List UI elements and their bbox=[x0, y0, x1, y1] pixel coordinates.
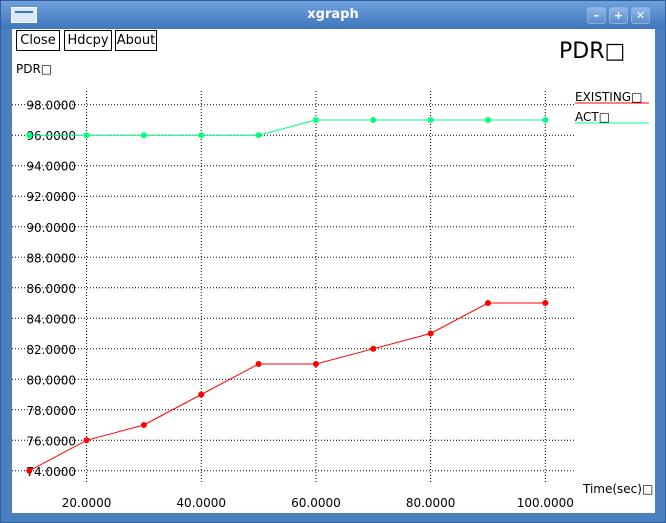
data-point bbox=[83, 132, 90, 139]
legend: EXISTING□ ACT□ bbox=[575, 90, 649, 124]
data-point bbox=[427, 116, 434, 123]
data-point bbox=[370, 345, 377, 352]
hdcpy-button[interactable]: Hdcpy bbox=[64, 30, 112, 51]
minimize-icon[interactable]: – bbox=[587, 7, 606, 24]
y-axis-label: PDR□ bbox=[16, 62, 52, 76]
data-point bbox=[484, 116, 491, 123]
data-point bbox=[370, 116, 377, 123]
series-lines bbox=[26, 116, 549, 474]
grid bbox=[12, 91, 574, 483]
data-point bbox=[26, 467, 33, 474]
graph-area: Close Hdcpy About PDR□ PDR□ Time(sec)□ 7… bbox=[12, 29, 655, 513]
legend-label: ACT□ bbox=[575, 110, 610, 124]
series-line bbox=[28, 302, 546, 472]
data-point bbox=[140, 132, 147, 139]
y-tick-label: 82.0000 bbox=[26, 343, 76, 357]
y-tick-label: 92.0000 bbox=[26, 190, 76, 204]
x-tick-label: 40.0000 bbox=[176, 496, 226, 510]
maximize-icon[interactable]: + bbox=[609, 7, 628, 24]
y-tick-label: 74.0000 bbox=[26, 465, 76, 479]
data-point bbox=[484, 300, 491, 307]
y-tick-labels: 74.0000 76.0000 78.0000 80.0000 82.0000 84.00… bbox=[26, 99, 76, 479]
y-tick-label: 88.0000 bbox=[26, 251, 76, 265]
legend-label: EXISTING□ bbox=[575, 90, 642, 104]
data-point bbox=[312, 116, 319, 123]
x-tick-label: 100.0000 bbox=[517, 496, 574, 510]
data-point bbox=[542, 300, 549, 307]
x-tick-labels: 20.0000 40.0000 60.0000 80.0000 100.0000 bbox=[62, 496, 574, 510]
data-point bbox=[255, 361, 262, 368]
data-point bbox=[198, 132, 205, 139]
window-title: xgraph bbox=[307, 7, 359, 22]
line-chart: PDR□ PDR□ Time(sec)□ 74.0000 76.0000 78.00… bbox=[12, 39, 653, 510]
y-tick-label: 78.0000 bbox=[26, 404, 76, 418]
x-axis-label: Time(sec)□ bbox=[582, 482, 653, 496]
data-point bbox=[542, 116, 549, 123]
y-tick-label: 76.0000 bbox=[26, 434, 76, 448]
about-button[interactable]: About bbox=[115, 30, 157, 51]
close-button[interactable]: Close bbox=[16, 30, 60, 51]
x-tick-label: 20.0000 bbox=[62, 496, 112, 510]
y-tick-label: 90.0000 bbox=[26, 221, 76, 235]
y-tick-label: 86.0000 bbox=[26, 282, 76, 296]
y-tick-label: 96.0000 bbox=[26, 129, 76, 143]
data-point bbox=[427, 330, 434, 337]
title-bar[interactable]: xgraph – + ✕ bbox=[1, 1, 665, 29]
series-line bbox=[29, 119, 546, 136]
y-tick-label: 98.0000 bbox=[26, 99, 76, 113]
window-menu-icon[interactable] bbox=[11, 7, 37, 23]
x-tick-label: 80.0000 bbox=[406, 496, 456, 510]
data-point bbox=[312, 361, 319, 368]
data-point bbox=[255, 132, 262, 139]
y-tick-label: 94.0000 bbox=[26, 160, 76, 174]
data-point bbox=[198, 391, 205, 398]
data-point bbox=[26, 132, 33, 139]
y-tick-label: 80.0000 bbox=[26, 373, 76, 387]
y-tick-label: 84.0000 bbox=[26, 312, 76, 326]
x-tick-label: 60.0000 bbox=[291, 496, 341, 510]
data-point bbox=[83, 437, 90, 444]
close-icon[interactable]: ✕ bbox=[631, 7, 650, 24]
chart-title: PDR□ bbox=[559, 39, 625, 64]
data-point bbox=[140, 422, 147, 429]
